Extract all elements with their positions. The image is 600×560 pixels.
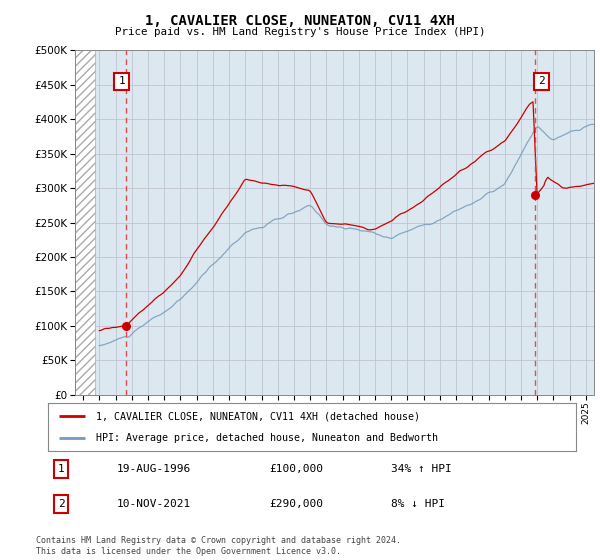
Text: 34% ↑ HPI: 34% ↑ HPI bbox=[391, 464, 452, 474]
Text: 10-NOV-2021: 10-NOV-2021 bbox=[116, 499, 191, 509]
Text: 19-AUG-1996: 19-AUG-1996 bbox=[116, 464, 191, 474]
Text: £290,000: £290,000 bbox=[270, 499, 324, 509]
Text: £100,000: £100,000 bbox=[270, 464, 324, 474]
Text: 1, CAVALIER CLOSE, NUNEATON, CV11 4XH: 1, CAVALIER CLOSE, NUNEATON, CV11 4XH bbox=[145, 14, 455, 28]
Text: 1: 1 bbox=[118, 76, 125, 86]
Text: 1: 1 bbox=[58, 464, 65, 474]
Text: HPI: Average price, detached house, Nuneaton and Bedworth: HPI: Average price, detached house, Nune… bbox=[95, 433, 437, 443]
Text: 1, CAVALIER CLOSE, NUNEATON, CV11 4XH (detached house): 1, CAVALIER CLOSE, NUNEATON, CV11 4XH (d… bbox=[95, 411, 419, 421]
Text: 8% ↓ HPI: 8% ↓ HPI bbox=[391, 499, 445, 509]
Bar bbox=[75, 50, 95, 395]
Text: Price paid vs. HM Land Registry's House Price Index (HPI): Price paid vs. HM Land Registry's House … bbox=[115, 27, 485, 37]
Text: 2: 2 bbox=[538, 76, 545, 86]
Text: Contains HM Land Registry data © Crown copyright and database right 2024.
This d: Contains HM Land Registry data © Crown c… bbox=[36, 536, 401, 556]
Text: 2: 2 bbox=[58, 499, 65, 509]
